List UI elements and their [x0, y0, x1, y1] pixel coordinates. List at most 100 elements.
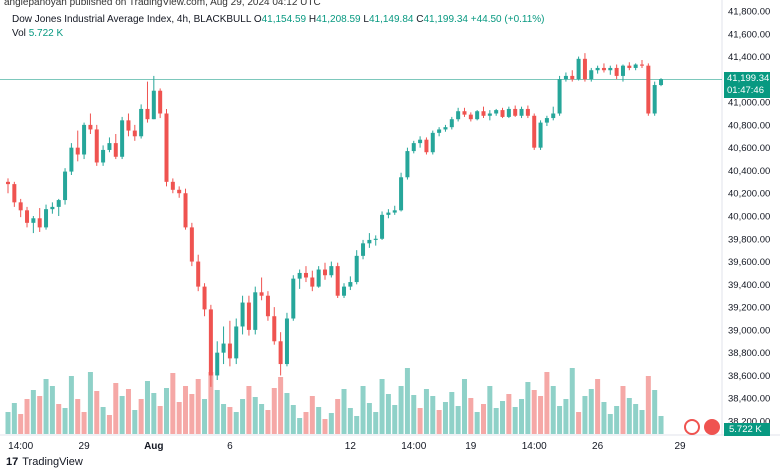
candle-body [601, 67, 606, 71]
volume-bar [246, 386, 252, 434]
candle-body [443, 127, 448, 130]
candle [411, 140, 416, 154]
candle [380, 211, 385, 240]
candle [25, 206, 30, 228]
candle [240, 295, 245, 335]
volume-bar [626, 398, 632, 434]
candle [272, 307, 277, 345]
candle [614, 64, 619, 80]
legend-close-label: C [416, 14, 424, 25]
volume-bar [474, 412, 480, 434]
price-tick-label: 39,200.00 [728, 303, 770, 314]
volume-bar [278, 377, 284, 434]
candle [570, 70, 575, 82]
candle [208, 304, 213, 387]
volume-bar [68, 376, 74, 434]
dividend-flag-icon[interactable] [704, 419, 720, 435]
candle-body [120, 120, 125, 157]
candle [659, 78, 664, 87]
volume-bar [297, 418, 303, 434]
price-tick-label: 40,200.00 [728, 189, 770, 200]
candle [189, 222, 194, 267]
candle [323, 262, 327, 280]
candle [551, 106, 556, 121]
event-flag-icon[interactable] [684, 419, 700, 435]
candle [158, 88, 163, 119]
volume-bar [417, 408, 423, 434]
volume-bar [303, 412, 309, 434]
candle [132, 124, 137, 141]
volume-bar [30, 390, 36, 434]
candle-body [614, 67, 619, 76]
candle-body [189, 227, 194, 262]
price-tick-label: 41,600.00 [728, 29, 770, 40]
volume-bar [544, 372, 550, 434]
candle [538, 120, 543, 150]
volume-bar [601, 402, 607, 434]
candle-body [240, 302, 245, 327]
candle-body [513, 108, 518, 116]
volume-bar [290, 405, 296, 434]
candle-body [158, 90, 163, 114]
candle-body [126, 120, 131, 131]
candle-body [640, 64, 644, 66]
candle [253, 286, 258, 335]
candle-body [291, 278, 296, 319]
candle [373, 235, 378, 246]
legend-change: +44.50 (+0.11%) [470, 14, 545, 25]
candle-body [170, 181, 175, 190]
candle [348, 276, 353, 291]
candle-body [468, 114, 473, 120]
volume-bar [423, 389, 429, 434]
candle-body [284, 318, 289, 365]
candle-body [494, 110, 499, 114]
volume-bar [335, 399, 341, 434]
candle-body [386, 212, 391, 215]
candle [37, 208, 42, 232]
candle [424, 137, 429, 155]
volume-bar [633, 404, 639, 434]
volume-bar [550, 386, 556, 434]
price-tick-label: 41,800.00 [728, 7, 770, 18]
candle-body [342, 286, 347, 296]
volume-bar [100, 407, 106, 434]
volume-bar [37, 396, 43, 434]
candle-body [6, 181, 10, 185]
volume-tag: 5.722 K [724, 423, 770, 436]
candle [640, 59, 644, 68]
candle [139, 104, 144, 139]
candle-body [538, 122, 543, 148]
volume-bar [588, 389, 594, 434]
candle-body [145, 108, 150, 120]
volume-bar [379, 379, 385, 434]
volume-bar [487, 386, 493, 434]
candle [12, 181, 17, 207]
legend-high-value: 41,208.59 [316, 14, 361, 25]
volume-bar [500, 401, 506, 434]
candle [563, 72, 568, 82]
volume-bar [144, 381, 150, 434]
brand-name: TradingView [22, 456, 83, 468]
volume-bar [341, 389, 347, 434]
candle [265, 291, 270, 321]
candle-body [462, 111, 467, 115]
candle [56, 198, 61, 216]
candle-body [272, 316, 277, 342]
candle [430, 130, 435, 155]
candle-body [101, 149, 106, 163]
volume-bar [436, 410, 442, 434]
candle-body [437, 129, 442, 133]
volume-bar [645, 376, 651, 434]
volume-bar [227, 407, 233, 434]
volume-bar [221, 404, 227, 434]
volume-bar [506, 394, 512, 434]
volume-bar [360, 386, 366, 434]
candle [88, 113, 93, 134]
candle [259, 277, 264, 301]
volume-bar [468, 398, 474, 434]
bar-countdown: 01:47:46 [727, 85, 764, 97]
volume-bar [176, 402, 182, 434]
legend-close-value: 41,199.34 [423, 14, 468, 25]
volume-bar [87, 372, 93, 434]
